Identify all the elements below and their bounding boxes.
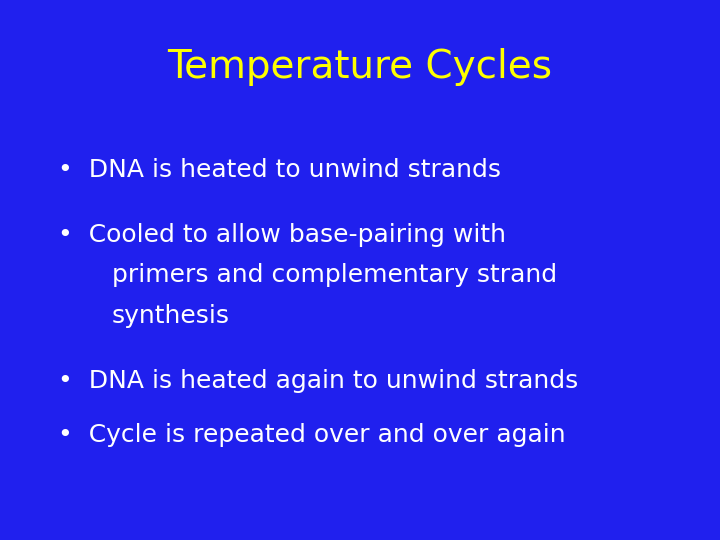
Text: primers and complementary strand: primers and complementary strand: [112, 264, 557, 287]
Text: •  Cycle is repeated over and over again: • Cycle is repeated over and over again: [58, 423, 565, 447]
Text: •  DNA is heated again to unwind strands: • DNA is heated again to unwind strands: [58, 369, 578, 393]
Text: Temperature Cycles: Temperature Cycles: [168, 49, 552, 86]
Text: synthesis: synthesis: [112, 304, 230, 328]
Text: •  Cooled to allow base-pairing with: • Cooled to allow base-pairing with: [58, 223, 505, 247]
Text: •  DNA is heated to unwind strands: • DNA is heated to unwind strands: [58, 158, 500, 182]
